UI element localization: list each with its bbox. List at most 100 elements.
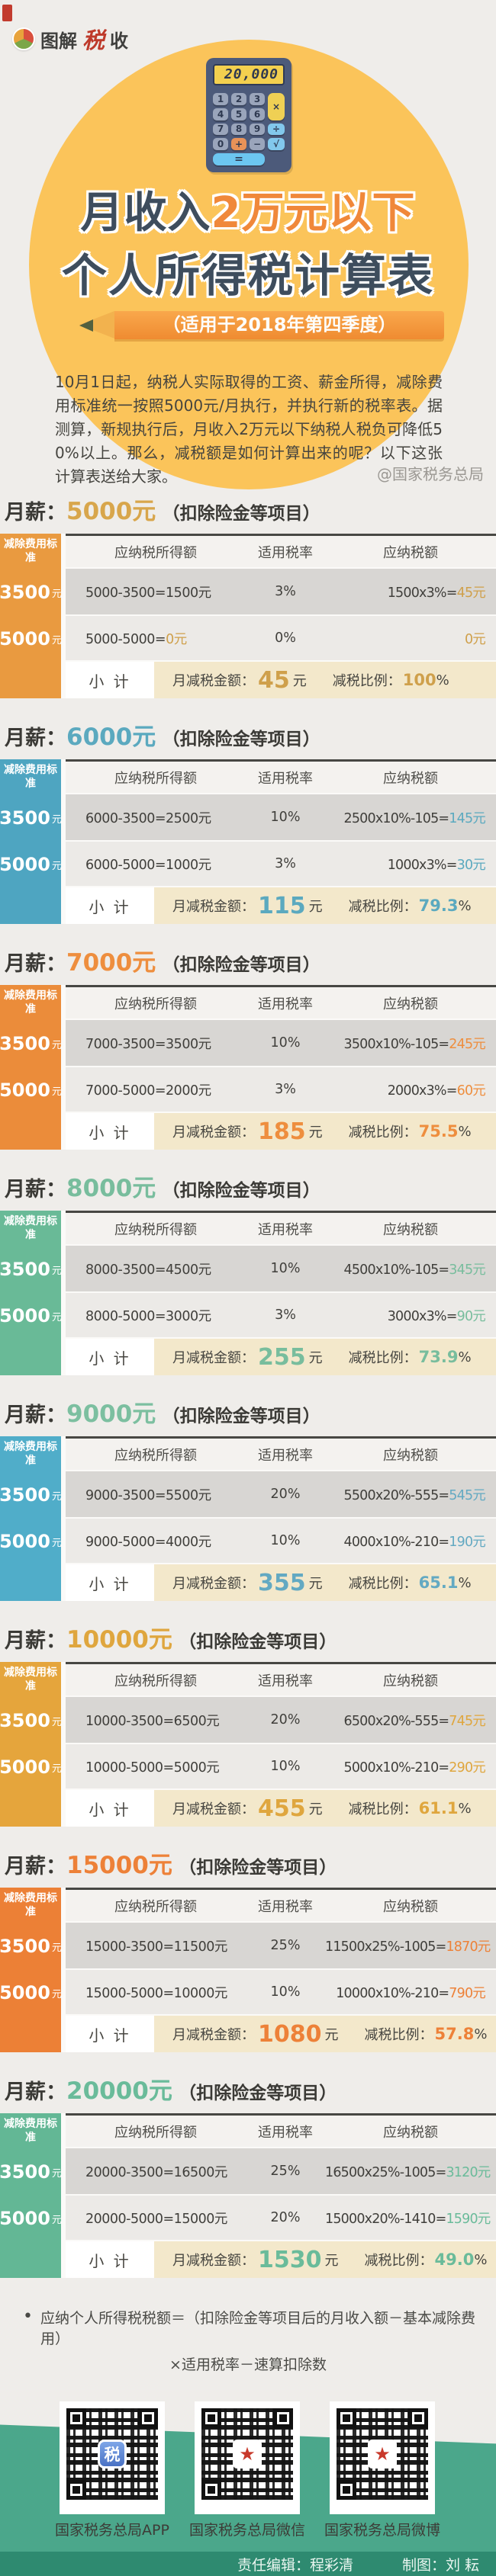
subtotal-values: 月减税金额： 45 元 减税比例： 100 %: [154, 662, 496, 698]
subtotal-row: 小 计 月减税金额： 455 元 减税比例： 61.1 %: [66, 1790, 496, 1827]
deduction-5000-unit: 元: [51, 860, 62, 872]
deduction-5000-unit: 元: [51, 1763, 62, 1775]
salary-amount: 7000元: [66, 949, 156, 977]
taxable-income-text: 15000-5000=10000元: [85, 1985, 227, 2001]
calculator-display: 20,000: [213, 64, 285, 85]
tax-table-body: 应纳税所得额 适用税率 应纳税额 15000-3500=11500元 25% 1…: [66, 1888, 496, 2052]
calc-key-1: 1: [213, 93, 228, 105]
salary-title: 月薪：10000元 （扣除险金等项目）: [5, 1622, 496, 1657]
taxable-income-cell: 10000-5000=5000元: [66, 1757, 246, 1776]
taxable-income-text: 10000-5000=5000元: [85, 1760, 220, 1776]
tax-table: 减除费用标准 3500 元 5000 元 应纳税所得额 适用税率 应纳税额 8000…: [0, 1211, 496, 1375]
tax-payable-highlight: 790元: [449, 1985, 485, 2001]
header-tax-rate: 适用税率: [258, 1221, 313, 1238]
saving-ratio-label: 减税比例：: [332, 673, 401, 689]
qr-code-weibo: ★: [330, 2401, 435, 2514]
deduction-5000-unit: 元: [51, 1086, 62, 1098]
deduction-standard-label: 减除费用标准: [4, 1441, 57, 1468]
tax-payable-highlight: 30元: [456, 857, 486, 873]
main-title-line1-dark: 月收入: [80, 188, 211, 238]
deduction-3500: 3500 元: [0, 1020, 62, 1067]
tax-payable-cell: 4500x10%-105=345元: [325, 1259, 496, 1278]
deduction-standard-column: 减除费用标准 3500 元 5000 元: [0, 1662, 62, 1827]
subtotal-label: 小 计: [66, 887, 154, 924]
calc-key-2: 2: [231, 93, 246, 105]
salary-table-block: 月薪：15000元 （扣除险金等项目） 减除费用标准 3500 元 5000 元 应…: [0, 1848, 496, 2052]
subtotal-row: 小 计 月减税金额： 355 元 减税比例： 65.1 %: [66, 1564, 496, 1601]
subtotal-values: 月减税金额： 1080 元 减税比例： 57.8 %: [154, 2016, 496, 2052]
tax-payable-text: 6500x20%-555=: [343, 1713, 450, 1729]
deduction-5000-unit: 元: [51, 2214, 62, 2226]
saving-ratio-label: 减税比例：: [348, 1350, 417, 1366]
subtotal-label: 小 计: [66, 2241, 154, 2278]
qr-label-weibo: 国家税务总局微博: [324, 2522, 440, 2539]
subtotal-label: 小 计: [66, 2016, 154, 2052]
deduction-5000-unit: 元: [51, 1537, 62, 1549]
deduction-3500: 3500 元: [0, 794, 62, 842]
deduction-column-footer: [0, 887, 61, 924]
deduction-standard-column: 减除费用标准 3500 元 5000 元: [0, 2113, 62, 2278]
monthly-saving-label: 月减税金额：: [172, 673, 255, 689]
salary-table-block: 月薪：9000元 （扣除险金等项目） 减除费用标准 3500 元 5000 元 应纳…: [0, 1397, 496, 1601]
taxable-income-text: 10000-3500=6500元: [85, 1713, 220, 1729]
tax-rate-cell: 0%: [275, 630, 296, 646]
table-header-row: 应纳税所得额 适用税率 应纳税额: [66, 1439, 496, 1471]
saving-ratio-label: 减税比例：: [348, 1124, 417, 1140]
taxable-income-cell: 20000-5000=15000元: [66, 2209, 246, 2228]
deduction-3500-unit: 元: [51, 813, 62, 826]
table-row-old-standard: 7000-3500=3500元 10% 3500x10%-105=245元: [66, 1020, 496, 1067]
qr-item-wechat: ★ 国家税务总局微信: [182, 2401, 312, 2539]
subtotal-row: 小 计 月减税金额： 185 元 减税比例： 75.5 %: [66, 1113, 496, 1150]
tax-rate-cell: 20%: [270, 1487, 301, 1502]
table-row-old-standard: 10000-3500=6500元 20% 6500x20%-555=745元: [66, 1697, 496, 1744]
taxable-income-cell: 6000-5000=1000元: [66, 855, 246, 874]
table-header-row: 应纳税所得额 适用税率 应纳税额: [66, 1664, 496, 1697]
formula-line1: • 应纳个人所得税税额＝（扣除险金等项目后的月收入额－基本减除费用）: [0, 2307, 496, 2348]
taxable-income-text: 20000-3500=16500元: [85, 2164, 227, 2180]
salary-suffix: （扣除险金等项目）: [179, 1632, 337, 1652]
salary-label: 月薪：: [5, 1855, 66, 1878]
deduction-5000-value: 5000: [0, 1305, 50, 1326]
taxable-income-text: 7000-5000=2000元: [85, 1083, 211, 1099]
qr-pattern: 税: [66, 2408, 158, 2500]
qr-finder-icon: [408, 2408, 428, 2428]
monthly-saving-label: 月减税金额：: [172, 1124, 255, 1140]
salary-amount: 10000元: [66, 1626, 172, 1654]
deduction-standard-column: 减除费用标准 3500 元 5000 元: [0, 759, 62, 924]
deduction-3500: 3500 元: [0, 1923, 62, 1970]
tax-rate-cell: 10%: [270, 1261, 301, 1276]
tax-rate-cell: 3%: [275, 584, 296, 599]
table-header-row: 应纳税所得额 适用税率 应纳税额: [66, 762, 496, 794]
footer-editor: 责任编辑：程彩清: [237, 2556, 353, 2574]
calc-key-4: 4: [213, 107, 228, 120]
tax-table: 减除费用标准 3500 元 5000 元 应纳税所得额 适用税率 应纳税额 1000…: [0, 1662, 496, 1827]
tax-payable-highlight: 745元: [449, 1713, 485, 1729]
header-tax-payable: 应纳税额: [383, 1673, 438, 1689]
taxable-income-cell: 9000-5000=4000元: [66, 1532, 246, 1551]
table-row-new-standard: 7000-5000=2000元 3% 2000x3%=60元: [66, 1067, 496, 1113]
calc-key-minus: −: [250, 138, 265, 150]
header-tax-rate: 适用税率: [258, 1447, 313, 1464]
tax-payable-cell: 10000x10%-210=790元: [325, 1983, 496, 2002]
tax-rate-cell: 25%: [270, 2164, 301, 2179]
tax-table: 减除费用标准 3500 元 5000 元 应纳税所得额 适用税率 应纳税额 6000…: [0, 759, 496, 924]
header-tax-rate: 适用税率: [258, 1673, 313, 1689]
salary-amount: 6000元: [66, 723, 156, 751]
monthly-saving-amount: 1530: [258, 2246, 322, 2273]
taxable-income-cell: 6000-3500=2500元: [66, 808, 246, 827]
monthly-saving-unit: 元: [308, 1576, 323, 1592]
calc-key-3: 3: [250, 93, 265, 105]
tax-payable-cell: 15000x20%-1410=1590元: [325, 2209, 496, 2228]
subtotal-label: 小 计: [66, 1790, 154, 1827]
qr-finder-icon: [138, 2408, 158, 2428]
monthly-saving-amount: 255: [258, 1343, 306, 1371]
tax-payable-cell: 1000x3%=30元: [325, 855, 496, 874]
deduction-3500: 3500 元: [0, 569, 62, 616]
salary-suffix: （扣除险金等项目）: [179, 1858, 337, 1878]
tax-payable-highlight: 90元: [456, 1308, 486, 1324]
header-taxable-income: 应纳税所得额: [114, 1673, 197, 1689]
salary-suffix: （扣除险金等项目）: [179, 2084, 337, 2103]
deduction-3500-value: 3500: [0, 582, 50, 603]
tax-payable-highlight: 1870元: [446, 1939, 491, 1955]
monthly-saving-amount: 45: [258, 666, 290, 694]
